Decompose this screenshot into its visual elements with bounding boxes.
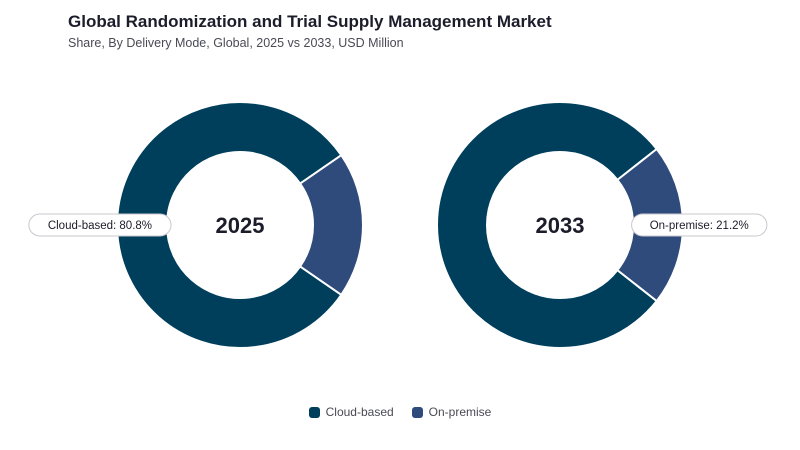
callout-text-2033: On-premise: 21.2% [650,220,749,232]
donut-center-label-2033: 2033 [536,213,585,238]
callout-text-2025: Cloud-based: 80.8% [48,220,152,232]
donut-slice-2033-cloud-based[interactable] [436,101,659,349]
donut-charts: 2025 Cloud-based: 80.8% 2033 On-premise: 21… [28,101,768,349]
donut-slice-2025-on-premise[interactable] [298,153,364,297]
legend-item-cloud-based[interactable]: Cloud-based [308,405,394,419]
callout-box-2025 [28,213,172,237]
chart-title: Global Randomization and Trial Supply Ma… [68,12,552,31]
legend-label-on-premise: On-premise [428,405,492,419]
legend-item-on-premise[interactable]: On-premise [411,405,492,419]
callout-box-2033 [631,213,768,237]
donut-slice-2025-cloud-based[interactable] [116,101,343,349]
callout-2033: On-premise: 21.2% [631,213,768,237]
chart-subtitle: Share, By Delivery Mode, Global, 2025 vs… [68,36,404,50]
callout-2025: Cloud-based: 80.8% [28,213,172,237]
legend: Cloud-based On-premise [0,405,800,419]
legend-swatch-cloud-based [308,406,320,418]
legend-swatch-on-premise [411,406,423,418]
donut-center-label-2025: 2025 [216,213,265,238]
legend-label-cloud-based: Cloud-based [325,405,394,419]
